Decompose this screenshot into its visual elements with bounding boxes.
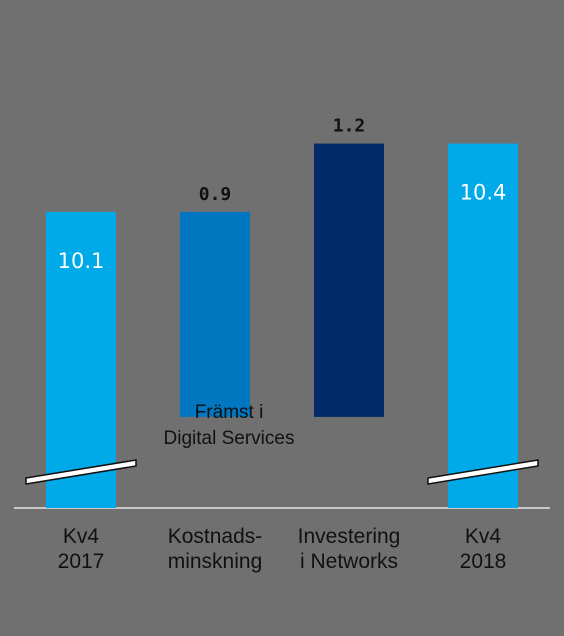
- axis-break-mark-0: [25, 459, 137, 485]
- annotation-line-1: Främst i: [195, 402, 264, 423]
- value-label-1: 0.9: [199, 184, 232, 205]
- bar-2: [314, 143, 384, 417]
- category-label-3-0: Kv4: [465, 525, 502, 548]
- axis-break-mark-3: [427, 459, 539, 485]
- bar-3: [448, 143, 518, 509]
- annotation-line-2: Digital Services: [164, 428, 295, 449]
- bar-1: [180, 211, 250, 417]
- category-label-0-0: Kv4: [63, 525, 100, 548]
- category-label-2-0: Investering: [298, 525, 401, 548]
- category-label-0-1: 2017: [58, 550, 105, 573]
- value-label-0: 10.1: [58, 249, 105, 273]
- category-label-3-1: 2018: [460, 550, 507, 573]
- category-label-1-0: Kostnads-: [168, 525, 263, 548]
- category-label-2-1: i Networks: [300, 550, 398, 573]
- value-label-2: 1.2: [333, 116, 366, 137]
- category-label-1-1: minskning: [168, 550, 263, 573]
- value-label-3: 10.4: [460, 181, 507, 205]
- bar-0: [46, 211, 116, 508]
